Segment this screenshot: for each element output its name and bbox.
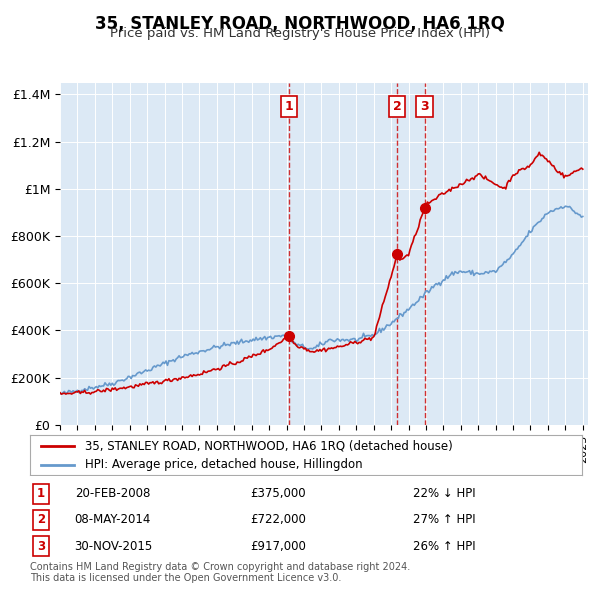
Text: 20-FEB-2008: 20-FEB-2008 xyxy=(75,487,151,500)
Text: 35, STANLEY ROAD, NORTHWOOD, HA6 1RQ: 35, STANLEY ROAD, NORTHWOOD, HA6 1RQ xyxy=(95,15,505,33)
Text: 26% ↑ HPI: 26% ↑ HPI xyxy=(413,540,475,553)
Text: 1: 1 xyxy=(284,100,293,113)
Text: 2: 2 xyxy=(37,513,45,526)
Text: 30-NOV-2015: 30-NOV-2015 xyxy=(74,540,152,553)
Text: 27% ↑ HPI: 27% ↑ HPI xyxy=(413,513,475,526)
Text: 08-MAY-2014: 08-MAY-2014 xyxy=(74,513,151,526)
Text: 1: 1 xyxy=(37,487,45,500)
Text: £375,000: £375,000 xyxy=(251,487,306,500)
Text: 35, STANLEY ROAD, NORTHWOOD, HA6 1RQ (detached house): 35, STANLEY ROAD, NORTHWOOD, HA6 1RQ (de… xyxy=(85,440,453,453)
Text: 3: 3 xyxy=(420,100,429,113)
Text: £917,000: £917,000 xyxy=(250,540,307,553)
Text: Price paid vs. HM Land Registry's House Price Index (HPI): Price paid vs. HM Land Registry's House … xyxy=(110,27,490,40)
Text: £722,000: £722,000 xyxy=(250,513,307,526)
Text: 22% ↓ HPI: 22% ↓ HPI xyxy=(413,487,475,500)
Text: 3: 3 xyxy=(37,540,45,553)
Text: 2: 2 xyxy=(393,100,402,113)
Text: HPI: Average price, detached house, Hillingdon: HPI: Average price, detached house, Hill… xyxy=(85,458,363,471)
Text: Contains HM Land Registry data © Crown copyright and database right 2024.
This d: Contains HM Land Registry data © Crown c… xyxy=(30,562,410,584)
